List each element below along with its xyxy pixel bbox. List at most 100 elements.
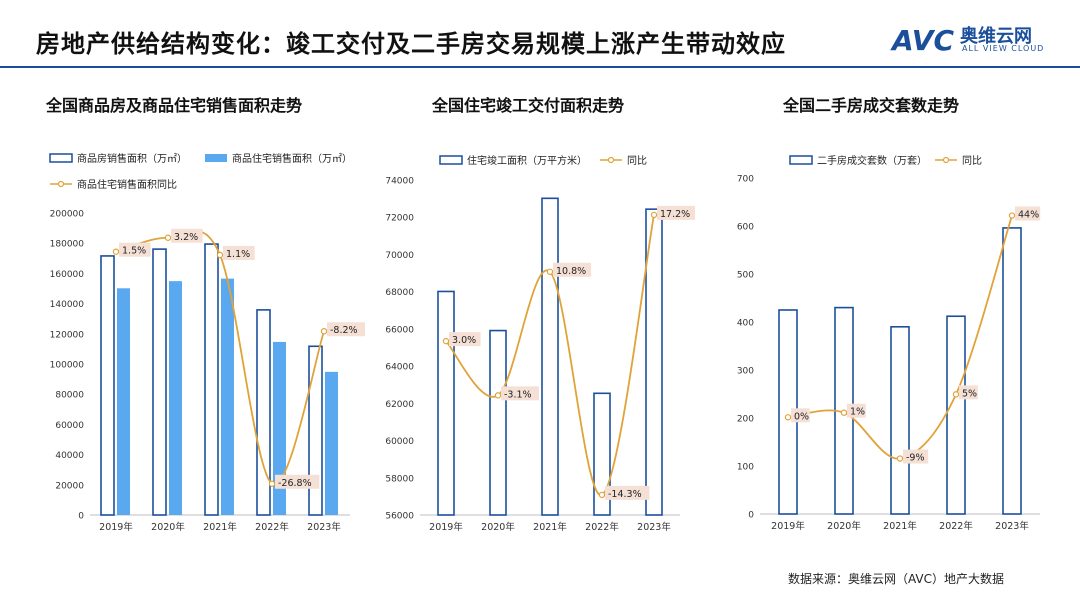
data-label-bg (959, 385, 978, 400)
legend-swatch-marker (942, 156, 950, 164)
data-label: 44% (1018, 210, 1039, 221)
header-rule (0, 66, 1080, 68)
bar (946, 315, 966, 515)
bar (645, 208, 663, 516)
data-label-bg (275, 474, 320, 489)
bar (489, 329, 507, 516)
page-title: 房地产供给结构变化：竣工交付及二手房交易规模上涨产生带动效应 (36, 30, 786, 58)
avc-logo-icon: AVC (890, 24, 954, 57)
y-tick-label: 80000 (55, 391, 84, 401)
y-tick-label: 70000 (385, 251, 414, 261)
logo-en: ALL VIEW CLOUD (962, 44, 1045, 53)
x-tick-label: 2023年 (637, 521, 671, 533)
y-tick-label: 180000 (50, 240, 85, 250)
x-tick-label: 2019年 (99, 521, 133, 533)
legend-label: 住宅竣工面积（万平方米） (467, 154, 587, 167)
data-label: 0% (794, 411, 809, 422)
legend-label: 同比 (962, 155, 982, 167)
legend-label: 商品住宅销售面积同比 (77, 178, 177, 191)
data-label-bg (449, 332, 481, 347)
brand-logo: AVC 奥维云网 ALL VIEW CLOUD (890, 22, 1060, 62)
line-point (896, 455, 904, 462)
logo-cn: 奥维云网 (960, 26, 1032, 47)
chart-2-title: 全国住宅竣工交付面积走势 (432, 96, 625, 115)
line-point (442, 337, 450, 345)
data-label-bg (605, 485, 650, 500)
bar (890, 326, 910, 515)
line-point (784, 414, 792, 421)
y-tick-label: 140000 (50, 300, 85, 310)
data-label: -9% (906, 453, 925, 464)
line-point (650, 211, 658, 219)
data-label: 1.1% (226, 249, 250, 260)
data-label: -3.1% (504, 389, 532, 400)
bar (152, 248, 167, 516)
data-label: 3.2% (174, 232, 198, 243)
x-tick-label: 2020年 (151, 521, 185, 533)
bar (256, 309, 271, 516)
x-tick-label: 2021年 (533, 521, 567, 533)
data-label: -8.2% (330, 325, 358, 336)
legend-swatch-filled (205, 154, 227, 162)
legend-swatch-marker (57, 180, 65, 188)
bar (273, 341, 286, 515)
bar (541, 197, 559, 516)
line-point (112, 248, 120, 255)
legend-label: 同比 (627, 155, 647, 167)
y-tick-label: 72000 (385, 214, 414, 224)
data-label: -26.8% (278, 478, 312, 489)
x-tick-label: 2022年 (939, 520, 973, 532)
legend-label: 二手房成交套数（万套） (817, 154, 927, 167)
legend-label: 商品房销售面积（万㎡） (77, 152, 187, 165)
y-tick-label: 200000 (50, 210, 85, 220)
y-tick-label: 100000 (50, 361, 85, 371)
legend-swatch-outline (789, 155, 813, 165)
data-label: 1% (850, 407, 865, 418)
line-point (1008, 212, 1016, 219)
x-tick-label: 2021年 (203, 521, 237, 533)
bar (593, 392, 611, 516)
x-tick-label: 2022年 (255, 521, 289, 533)
bar (308, 345, 323, 516)
y-tick-label: 200 (737, 415, 754, 425)
chart-1-title: 全国商品房及商品住宅销售面积走势 (46, 96, 303, 115)
x-tick-label: 2020年 (827, 520, 861, 532)
line-point (164, 234, 172, 241)
y-tick-label: 700 (737, 175, 754, 185)
line-point (268, 480, 276, 487)
bar (169, 281, 182, 515)
data-label-bg (327, 322, 365, 337)
logo-mark: AVC (890, 24, 954, 57)
y-tick-label: 400 (737, 319, 754, 329)
data-label: 10.8% (556, 266, 586, 277)
data-label-bg (119, 242, 151, 257)
y-tick-label: 68000 (385, 288, 414, 298)
y-tick-label: 40000 (55, 451, 84, 461)
data-label-bg (553, 262, 591, 277)
x-tick-label: 2022年 (585, 521, 619, 533)
y-tick-label: 62000 (385, 400, 414, 410)
data-label-bg (903, 449, 929, 464)
bar (117, 288, 130, 515)
x-tick-label: 2023年 (995, 520, 1029, 532)
data-label-bg (171, 228, 203, 243)
y-tick-label: 74000 (385, 177, 414, 187)
bar (221, 278, 234, 515)
line-point (840, 409, 848, 416)
data-label: 17.2% (660, 209, 690, 220)
line-point (546, 268, 554, 275)
x-tick-label: 2019年 (771, 520, 805, 532)
y-tick-label: 60000 (385, 437, 414, 447)
y-tick-label: 60000 (55, 421, 84, 431)
legend-swatch-marker (607, 156, 615, 164)
y-tick-label: 0 (78, 512, 84, 522)
y-tick-label: 0 (748, 511, 754, 521)
bar (325, 371, 338, 515)
chart-3-title: 全国二手房成交套数走势 (783, 96, 960, 115)
legend-label: 商品住宅销售面积（万㎡） (232, 152, 352, 165)
y-tick-label: 600 (737, 223, 754, 233)
y-tick-label: 120000 (50, 330, 85, 340)
chart-3: 二手房成交套数（万套） 同比 0 100 200 300 400 500 600 700 2019年… (737, 154, 1041, 532)
x-tick-label: 2021年 (883, 520, 917, 532)
bar (100, 255, 115, 516)
